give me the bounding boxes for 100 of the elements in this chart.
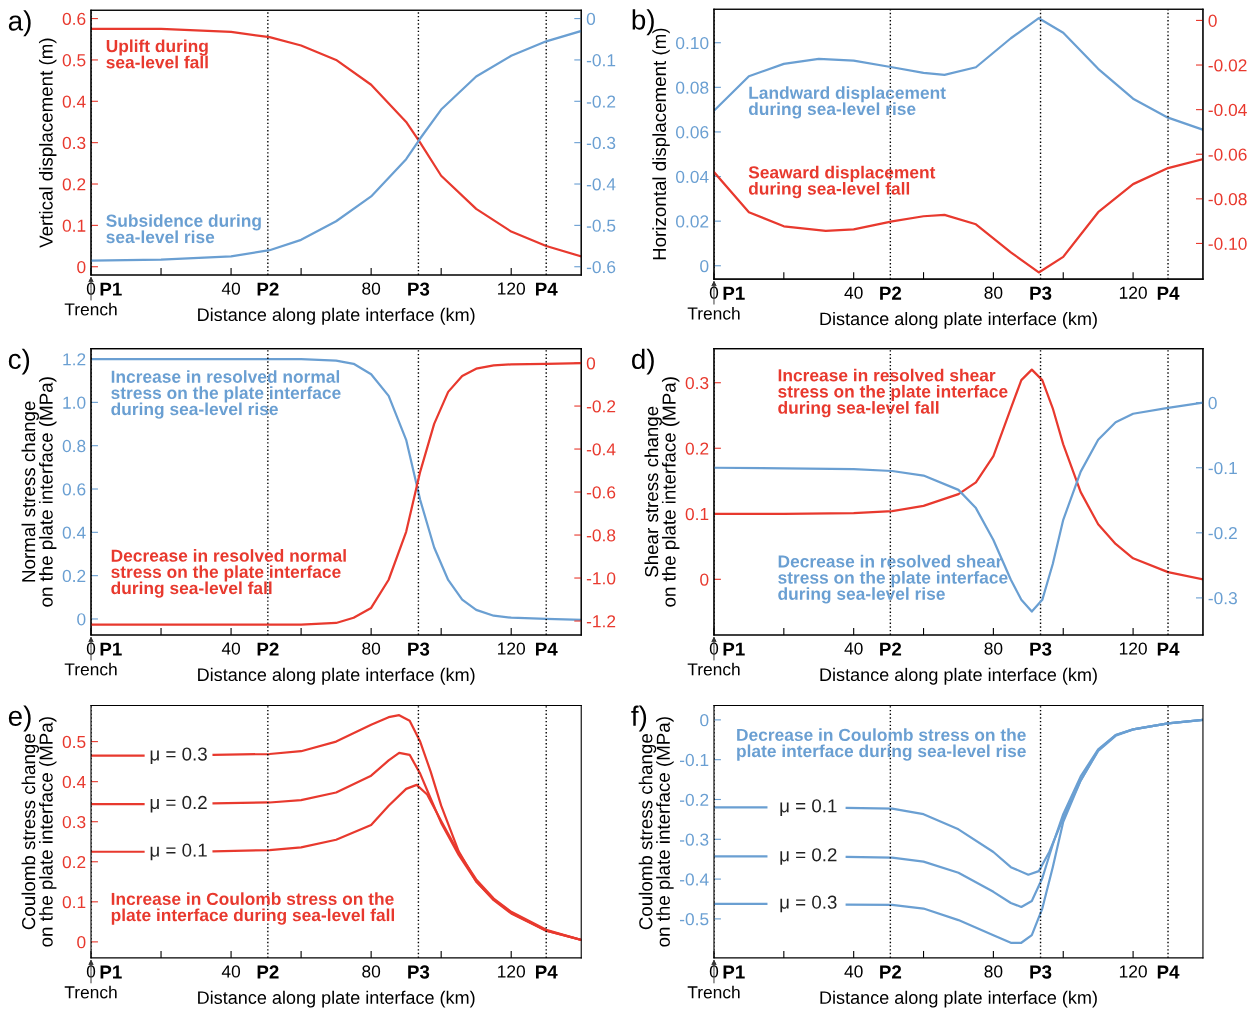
text: Trench	[64, 985, 117, 999]
y-tick-label: -0.3	[679, 833, 709, 846]
y-tick-label: 0.2	[685, 442, 709, 455]
x-axis-title: Distance along plate interface (km)	[198, 667, 475, 685]
ref-line-label: P4	[1157, 642, 1180, 656]
ref-line-label: P3	[408, 965, 430, 979]
y2-tick-label: -1.2	[586, 615, 616, 628]
ref-line-label: P4	[536, 965, 558, 979]
y-tick-label: -0.4	[679, 873, 709, 886]
ref-line-label: P2	[257, 965, 279, 979]
x-tick-label: 40	[221, 642, 241, 655]
y-tick-label: 0.08	[676, 81, 709, 94]
y-tick-label: 0.1	[685, 507, 709, 521]
y-tick-label: 0.5	[62, 54, 86, 67]
y2-tick-label: -0.4	[586, 178, 616, 191]
y-axis-title: Horizontal displacement (m)	[652, 28, 670, 260]
y-tick-label: 0	[77, 613, 86, 626]
y2-tick-label: -0.5	[586, 219, 616, 232]
series-label: μ = 0.2	[780, 848, 837, 865]
y-tick-label: 0	[77, 936, 86, 949]
chart-title: e)	[8, 705, 31, 732]
series-label: Decrease in resolved shear stress on the plate interface during sea-level rise	[778, 554, 1008, 604]
y2-tick-label: 0	[1208, 396, 1217, 410]
ref-line-label: P1	[723, 286, 745, 300]
y2-tick-label: -0.08	[1208, 193, 1247, 206]
y-axis-title: Vertical displacement (m)	[38, 38, 57, 248]
ref-line-label: P1	[100, 282, 122, 296]
x-tick-label: 120	[498, 965, 526, 978]
x-tick-label: 0	[709, 642, 719, 655]
x-axis-title: Distance along plate interface (km)	[820, 667, 1097, 685]
x-tick-label: 120	[1119, 965, 1147, 978]
y-tick-label: 1.0	[63, 396, 86, 409]
series-label: Increase in resolved normal stress on the plate interface during sea-level rise	[111, 370, 341, 419]
y2-tick-label: -0.1	[586, 54, 616, 67]
y-tick-label: -0.2	[679, 793, 709, 806]
y2-tick-label: -0.3	[586, 136, 616, 150]
x-tick-label: 80	[984, 642, 1003, 655]
ref-line-label: P2	[257, 282, 279, 296]
x-tick-label: 120	[1119, 286, 1147, 299]
y2-tick-label: -0.8	[586, 529, 616, 542]
x-tick-label: 40	[844, 286, 863, 299]
x-tick-label: 0	[709, 965, 719, 978]
text: Trench	[64, 662, 117, 676]
ref-line-label: P2	[880, 642, 902, 656]
line-series	[713, 158, 1203, 274]
x-tick-label: 40	[844, 965, 863, 978]
y-tick-label: 0.8	[62, 439, 86, 453]
x-tick-label: 120	[498, 642, 526, 655]
text: Trench	[687, 985, 740, 999]
x-tick-label: 80	[362, 642, 381, 655]
x-tick-label: 40	[221, 282, 241, 295]
x-tick-label: 40	[221, 965, 241, 978]
series-label: Increase in resolved shear stress on the plate interface during sea-level fall	[778, 368, 1008, 418]
ref-line-label: P3	[1030, 642, 1052, 656]
ref-line-label: P2	[880, 286, 902, 300]
y-tick-label: 0.2	[62, 569, 86, 583]
series-label: μ = 0.1	[780, 799, 837, 816]
x-axis-title: Distance along plate interface (km)	[198, 990, 475, 1008]
series-label: μ = 0.2	[150, 795, 207, 813]
y-tick-label: 0.4	[62, 775, 86, 789]
x-axis-title: Distance along plate interface (km)	[820, 990, 1097, 1008]
line-series	[713, 401, 1203, 613]
chart-title: a)	[8, 10, 31, 37]
y-tick-label: 0	[77, 260, 86, 274]
y2-tick-label: -0.6	[586, 486, 616, 499]
y-tick-label: 0.3	[685, 376, 709, 390]
y2-tick-label: -1.0	[586, 572, 616, 585]
x-tick-label: 80	[984, 965, 1003, 978]
x-tick-label: 0	[86, 282, 96, 295]
series-label: μ = 0.3	[150, 747, 207, 765]
ref-line-label: P3	[408, 642, 430, 656]
y-tick-label: 0.5	[62, 735, 86, 749]
chart-title: d)	[632, 348, 654, 375]
y-tick-label: 0	[700, 714, 709, 727]
x-tick-label: 120	[498, 282, 526, 295]
y-tick-label: 0.6	[62, 12, 86, 26]
y2-tick-label: 0	[586, 12, 596, 26]
y2-tick-label: 0	[1208, 14, 1217, 27]
x-tick-label: 80	[362, 282, 381, 295]
chart-title: c)	[8, 348, 30, 375]
x-tick-label: 0	[86, 642, 96, 655]
text: Trench	[64, 302, 117, 316]
y-tick-label: 0	[700, 259, 709, 273]
x-tick-label: 0	[86, 965, 96, 978]
ref-line-label: P1	[100, 642, 122, 656]
y2-tick-label: -0.10	[1208, 237, 1247, 250]
y2-tick-label: -0.04	[1208, 103, 1247, 117]
y2-tick-label: -0.6	[586, 260, 616, 274]
series-label: μ = 0.1	[150, 843, 207, 861]
x-axis-title: Distance along plate interface (km)	[820, 311, 1097, 329]
y2-tick-label: -0.4	[586, 443, 616, 456]
y2-tick-label: -0.2	[1208, 526, 1237, 540]
ref-line-label: P3	[408, 282, 430, 296]
chart-title: f)	[631, 705, 647, 732]
y-axis-title: Shear stress change on the plate interface (MPa)	[644, 377, 680, 607]
y-tick-label: 0.3	[62, 136, 86, 150]
x-tick-label: 80	[362, 965, 381, 978]
annotation: Increase in Coulomb stress on the plate interface during sea-level fall	[111, 892, 395, 925]
text: Trench	[687, 662, 740, 676]
y-tick-label: 0.10	[676, 36, 709, 50]
